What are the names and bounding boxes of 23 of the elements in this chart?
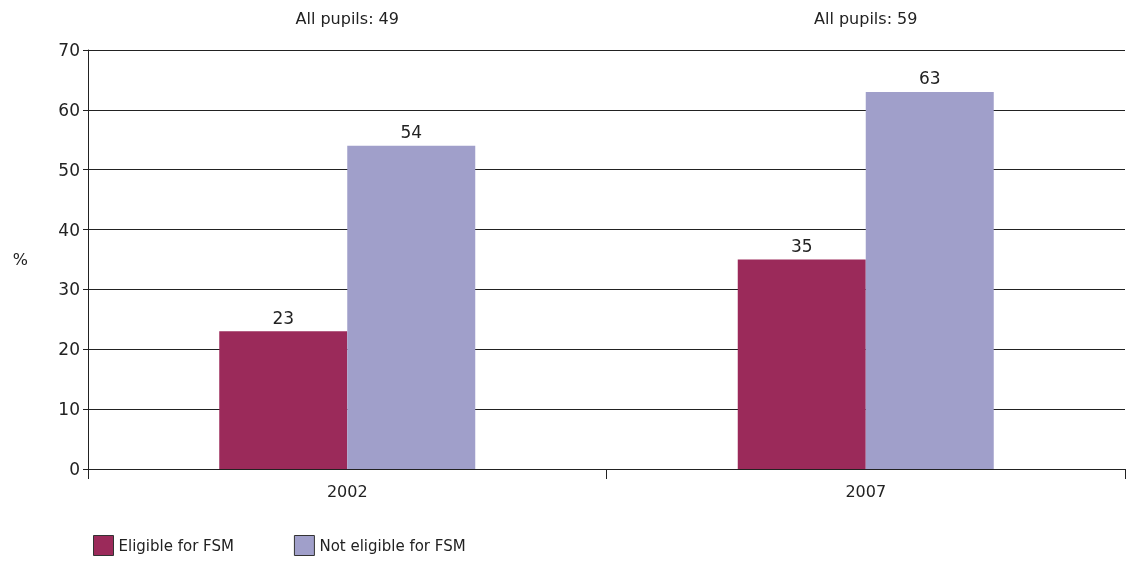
legend-label: Not eligible for FSM <box>319 536 466 555</box>
y-tick-label: 70 <box>58 40 80 60</box>
bar <box>347 145 476 469</box>
legend-label: Eligible for FSM <box>118 536 234 555</box>
x-tick-label: 2002 <box>326 481 368 501</box>
bar <box>219 331 348 469</box>
text: All pupils: 59 <box>814 8 918 28</box>
y-tick-label: 20 <box>58 339 80 360</box>
data-label: 63 <box>918 68 941 89</box>
y-tick-label: 60 <box>58 99 80 120</box>
y-tick-label: 10 <box>58 399 80 420</box>
y-tick-label: 0 <box>69 459 80 479</box>
y-axis-title: % <box>12 250 28 269</box>
bar <box>737 259 866 469</box>
data-label: 35 <box>790 236 813 256</box>
y-tick-label: 40 <box>58 219 80 240</box>
y-tick-label: 30 <box>58 279 80 300</box>
data-label: 54 <box>400 122 423 143</box>
data-label: 23 <box>272 307 295 328</box>
bar <box>865 91 994 469</box>
y-tick-label: 50 <box>58 159 80 180</box>
x-tick-label: 2007 <box>845 481 887 501</box>
text: All pupils: 49 <box>295 8 399 28</box>
